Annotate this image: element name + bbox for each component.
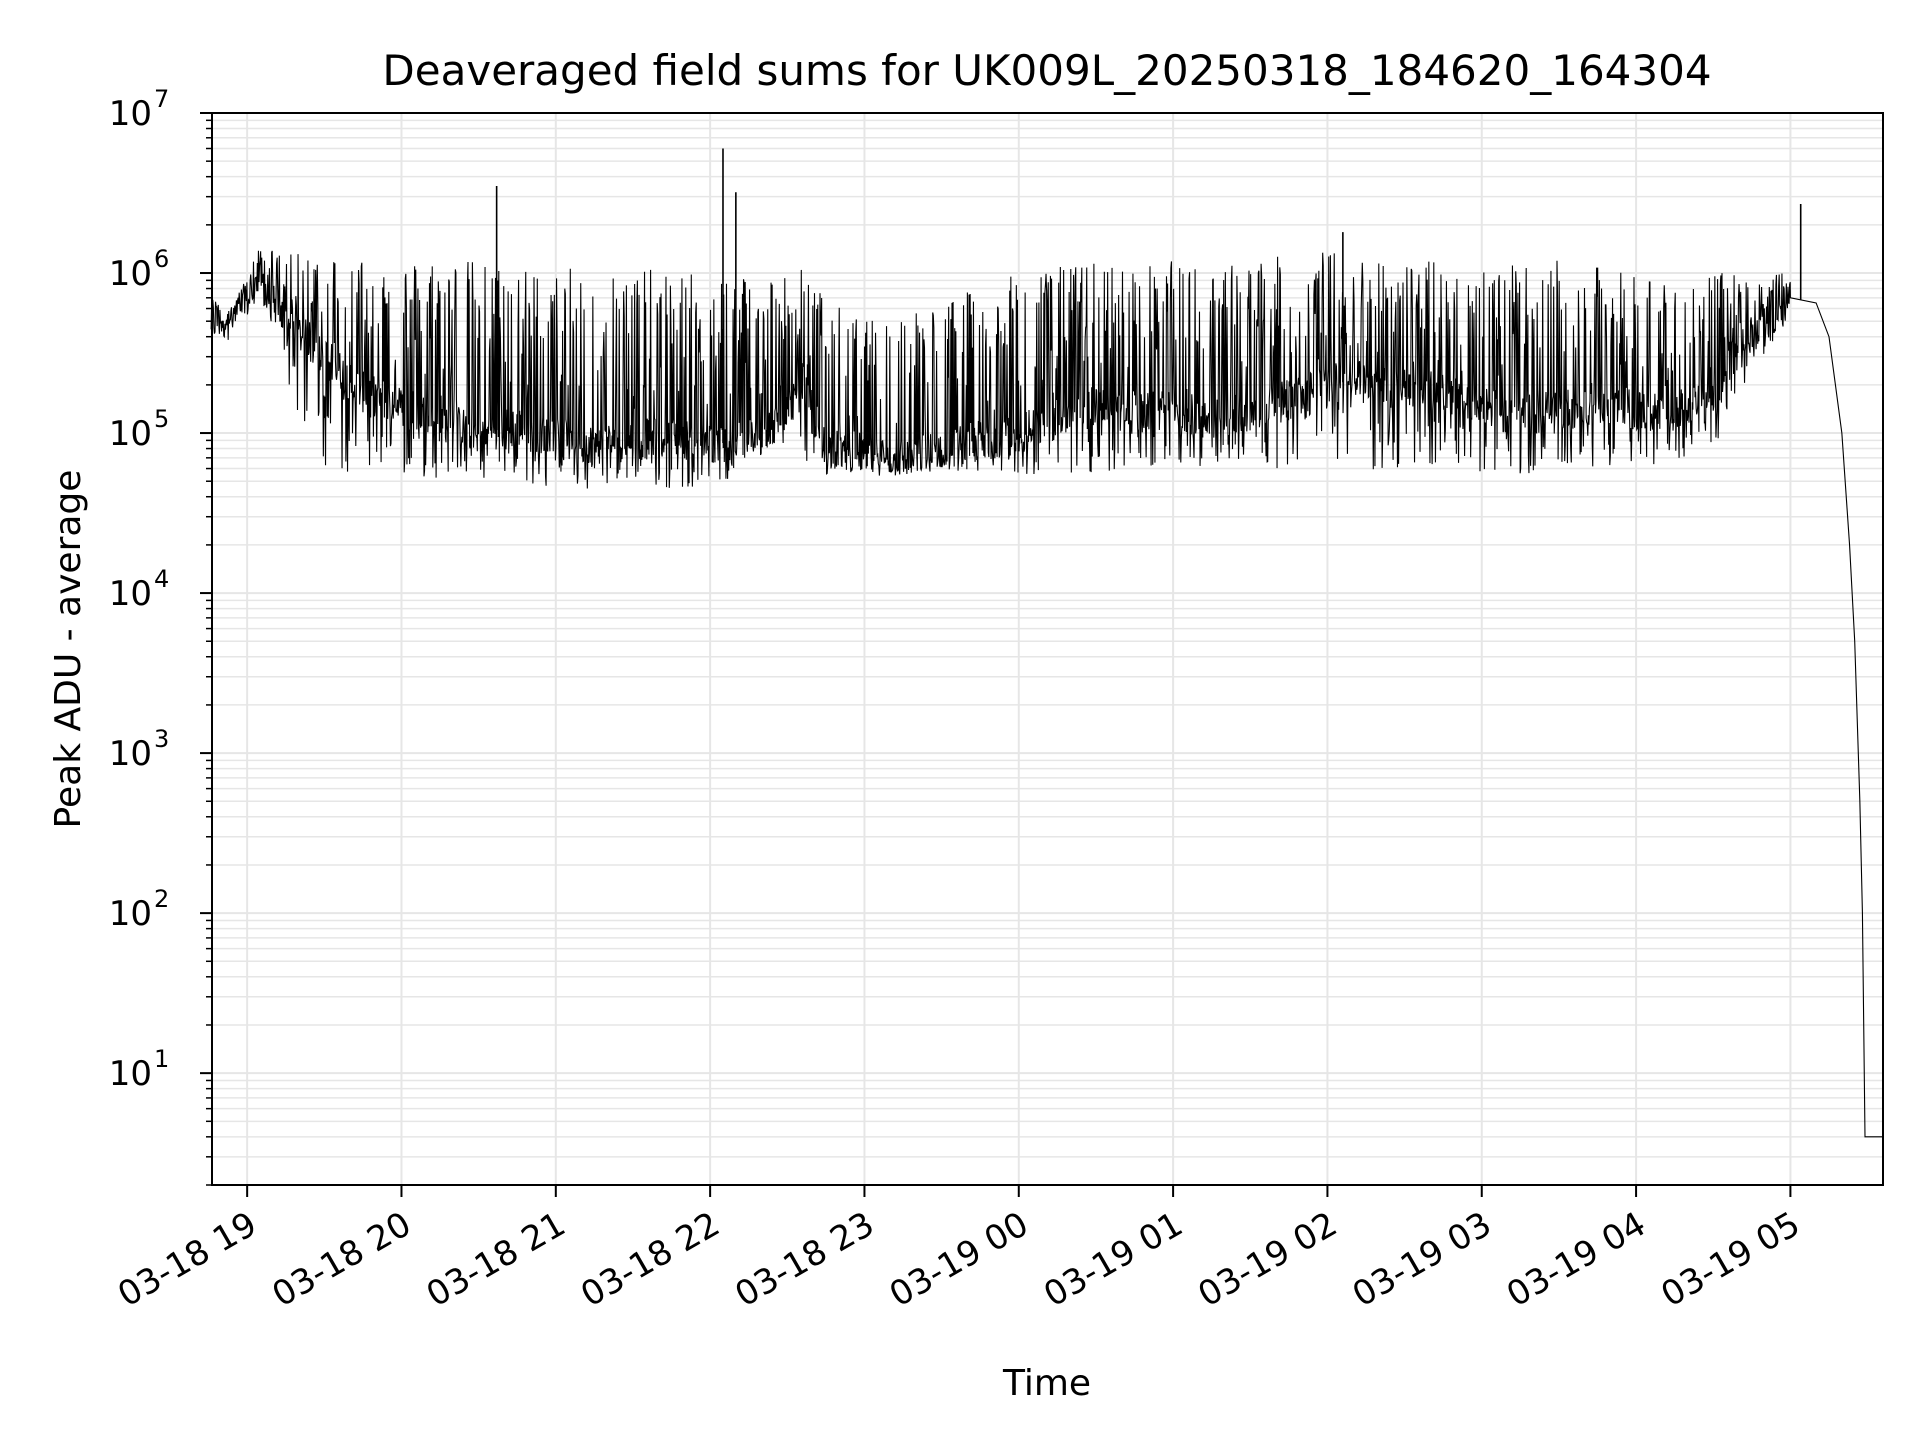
y-tick-exponent: 2: [154, 885, 169, 913]
data-series: [210, 148, 1883, 1138]
x-axis-title: Time: [1002, 1363, 1091, 1404]
y-tick-label: 10: [109, 1054, 152, 1094]
y-tick-label: 10: [109, 254, 152, 294]
y-tick-exponent: 1: [154, 1045, 169, 1073]
y-tick-exponent: 6: [154, 245, 169, 273]
grid: [212, 112, 1883, 1186]
y-tick-exponent: 7: [154, 85, 169, 113]
y-tick-exponent: 4: [154, 565, 169, 593]
y-tick-label: 10: [109, 734, 152, 774]
y-tick-exponent: 5: [154, 405, 169, 433]
y-tick-label: 10: [109, 94, 152, 134]
y-axis-title: Peak ADU - average: [48, 470, 89, 829]
chart-title: Deaveraged field sums for UK009L_2025031…: [382, 46, 1711, 95]
y-tick-label: 10: [109, 414, 152, 454]
series-line: [210, 250, 1883, 1138]
plot-frame: [211, 112, 1884, 1186]
y-tick-label: 10: [109, 894, 152, 934]
y-tick-label: 10: [109, 574, 152, 614]
y-tick-exponent: 3: [154, 725, 169, 753]
